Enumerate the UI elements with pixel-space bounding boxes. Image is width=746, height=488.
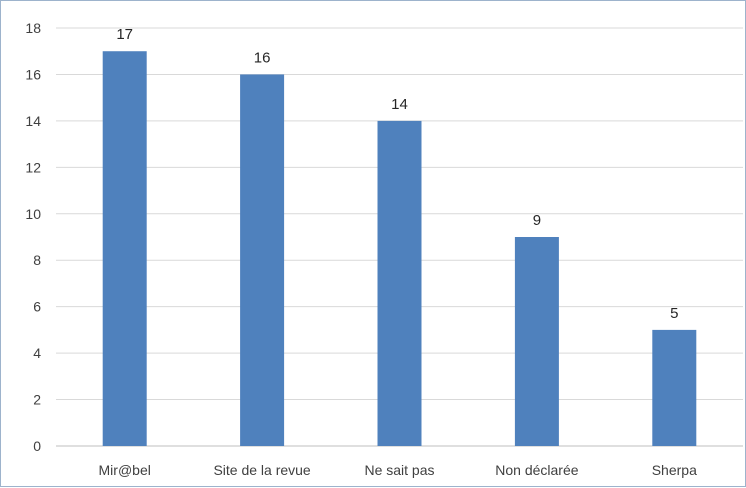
x-category-label: Site de la revue: [213, 462, 310, 478]
y-tick-label: 0: [33, 438, 41, 454]
bars: [102, 51, 697, 446]
x-category-label: Mir@bel: [99, 462, 151, 478]
y-tick-label: 4: [33, 345, 41, 361]
y-tick-label: 18: [25, 20, 41, 36]
bar: [102, 51, 147, 446]
x-category-label: Sherpa: [652, 462, 697, 478]
y-tick-label: 14: [25, 113, 41, 129]
data-label: 9: [533, 212, 541, 229]
bar: [514, 237, 559, 446]
labels: 0 2 4 6 8 10 12 14 16 18 17 Mir@bel 16 Site de la rev…: [25, 20, 697, 478]
bar: [652, 329, 697, 446]
data-label: 5: [670, 305, 678, 322]
bar: [377, 120, 422, 446]
data-label: 17: [116, 26, 133, 43]
x-category-label: Non déclarée: [495, 462, 578, 478]
data-label: 14: [391, 96, 408, 113]
data-label: 16: [254, 49, 271, 66]
y-tick-label: 6: [33, 299, 41, 315]
bar: [240, 74, 285, 446]
y-tick-label: 10: [25, 206, 41, 222]
y-tick-label: 16: [25, 66, 41, 82]
y-tick-label: 8: [33, 252, 41, 268]
y-tick-label: 12: [25, 159, 41, 175]
y-tick-label: 2: [33, 392, 41, 408]
x-category-label: Ne sait pas: [364, 462, 434, 478]
